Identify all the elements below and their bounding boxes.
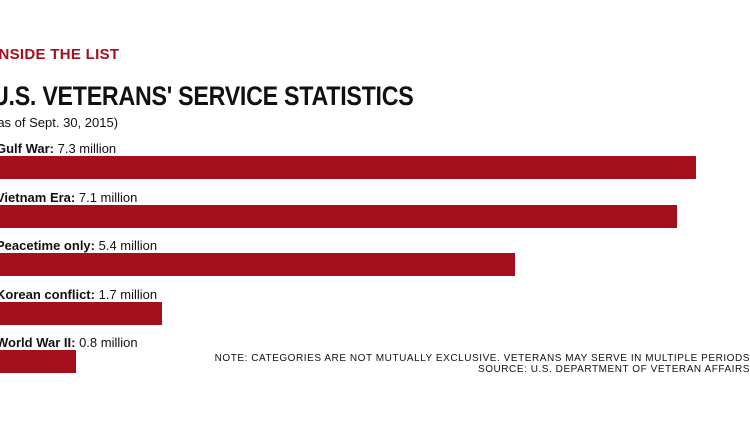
chart-title: U.S. VETERANS' SERVICE STATISTICS	[0, 81, 414, 111]
value-label: 0.8 million	[75, 335, 138, 350]
category-label: Peacetime only:	[0, 238, 95, 253]
category-label: Vietnam Era:	[0, 189, 76, 205]
bar	[0, 204, 677, 228]
bar-label: Korean conflict: 1.7 million	[0, 287, 157, 302]
value-label: 7.3 million	[54, 141, 117, 156]
category-label: Gulf War:	[0, 141, 55, 156]
bar	[0, 156, 696, 179]
bar-label: Vietnam Era: 7.1 million	[0, 190, 137, 205]
bar-label: Gulf War: 7.3 million	[0, 141, 116, 156]
source-text: SOURCE: U.S. DEPARTMENT OF VETERAN AFFAI…	[477, 364, 750, 375]
value-label: 1.7 million	[94, 286, 158, 302]
bar	[0, 350, 76, 373]
category-label: Korean conflict:	[0, 286, 95, 302]
kicker: INSIDE THE LIST	[0, 46, 120, 63]
bar-label: World War II: 0.8 million	[0, 335, 138, 350]
bar	[0, 301, 162, 325]
category-label: World War II:	[0, 335, 76, 350]
note-text: NOTE: CATEGORIES ARE NOT MUTUALLY EXCLUS…	[214, 353, 750, 364]
bar	[0, 253, 515, 276]
bar-label: Peacetime only: 5.4 million	[0, 238, 157, 253]
chart-subtitle: (as of Sept. 30, 2015)	[0, 115, 119, 130]
value-label: 7.1 million	[75, 189, 138, 205]
value-label: 5.4 million	[95, 238, 158, 253]
